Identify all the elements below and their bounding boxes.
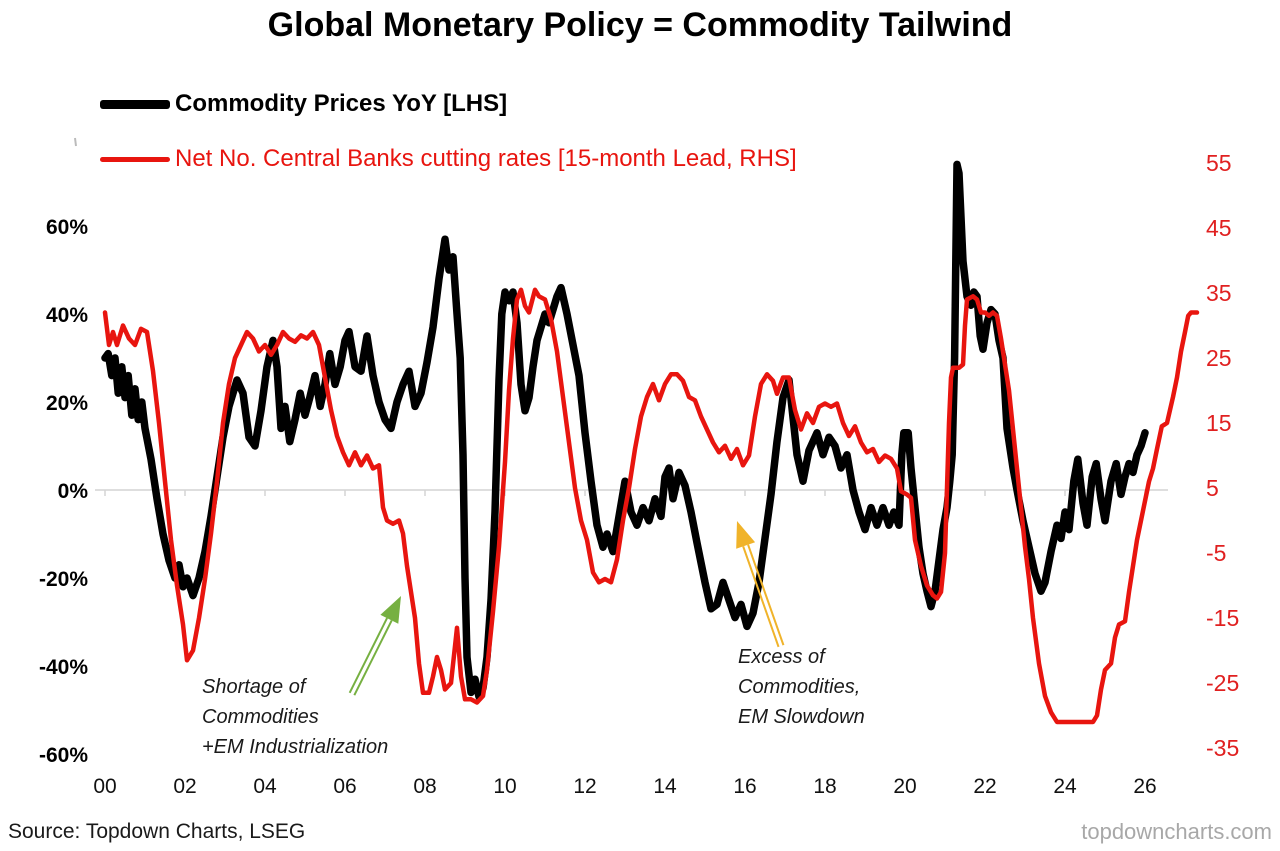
annotation-excess-line3: EM Slowdown (738, 706, 865, 728)
lhs-label-20%: 20% (46, 392, 88, 415)
legend-item-commodity: Commodity Prices YoY [LHS] (100, 89, 507, 119)
rhs-label--5: -5 (1206, 540, 1226, 566)
annotation-shortage: Shortage of Commodities +EM Industrializ… (202, 672, 388, 762)
x-label-16: 16 (733, 775, 756, 798)
x-label-20: 20 (893, 775, 916, 798)
rhs-label-35: 35 (1206, 280, 1232, 306)
shortage-arrow-shaft (353, 619, 393, 696)
x-label-18: 18 (813, 775, 836, 798)
series-line-central-banks (102, 287, 1200, 725)
x-label-26: 26 (1133, 775, 1156, 798)
source-text: Source: Topdown Charts, LSEG (8, 820, 306, 843)
x-label-22: 22 (973, 775, 996, 798)
x-label-10: 10 (493, 775, 516, 798)
x-label-14: 14 (653, 775, 677, 798)
legend-label-commodity: Commodity Prices YoY [LHS] (175, 90, 508, 117)
rhs-label-5: 5 (1206, 475, 1219, 501)
rhs-label-15: 15 (1206, 410, 1232, 436)
lhs-label-40%: 40% (46, 304, 88, 327)
x-label-02: 02 (173, 775, 196, 798)
annotation-excess-line2: Commodities, (738, 676, 861, 698)
excess-arrow-shaft (742, 546, 780, 648)
x-label-12: 12 (573, 775, 596, 798)
excess-arrow-shaft (747, 544, 785, 646)
rhs-label-55: 55 (1206, 150, 1232, 176)
legend-item-central-banks: Net No. Central Banks cutting rates [15-… (100, 144, 797, 174)
annotation-shortage-line2: Commodities (202, 706, 319, 728)
central-banks-line-swatch (100, 156, 170, 162)
series-line-commodity (101, 160, 1149, 701)
x-label-06: 06 (333, 775, 356, 798)
rhs-label--25: -25 (1206, 670, 1239, 696)
rhs-label--35: -35 (1206, 735, 1239, 761)
excess-arrow-head-icon (736, 521, 756, 549)
watermark-text: topdowncharts.com (1081, 819, 1272, 844)
stray-tick (74, 137, 77, 147)
rhs-label--15: -15 (1206, 605, 1239, 631)
commodity-line-swatch (100, 99, 170, 109)
legend-label-central-banks: Net No. Central Banks cutting rates [15-… (175, 145, 797, 172)
annotation-shortage-line3: +EM Industrialization (202, 736, 389, 758)
x-label-04: 04 (253, 775, 277, 798)
shortage-arrow-head-icon (380, 596, 401, 624)
lhs-label--60%: -60% (39, 744, 88, 767)
chart-title: Global Monetary Policy = Commodity Tailw… (267, 6, 1013, 44)
annotation-excess: Excess of Commodities, EM Slowdown (738, 642, 865, 732)
lhs-label-0%: 0% (58, 480, 89, 503)
x-label-00: 00 (93, 775, 116, 798)
annotation-shortage-line1: Shortage of (202, 676, 306, 698)
lhs-label-60%: 60% (46, 216, 88, 239)
lhs-label--20%: -20% (39, 568, 88, 591)
rhs-label-45: 45 (1206, 215, 1232, 241)
x-label-24: 24 (1053, 775, 1077, 798)
rhs-label-25: 25 (1206, 345, 1232, 371)
annotation-excess-line1: Excess of (738, 646, 825, 668)
lhs-label--40%: -40% (39, 656, 88, 679)
x-label-08: 08 (413, 775, 436, 798)
shortage-arrow-shaft (348, 617, 388, 694)
